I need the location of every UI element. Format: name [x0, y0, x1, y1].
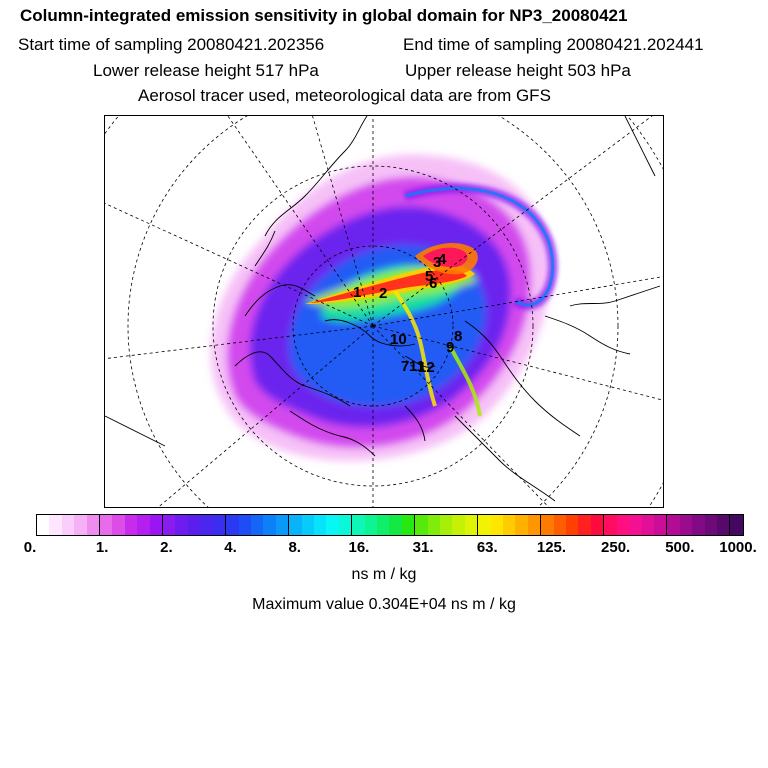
colorbar-segment — [730, 515, 743, 535]
max-value-label: Maximum value 0.304E+04 ns m / kg — [252, 596, 516, 613]
plot-title: Column-integrated emission sensitivity i… — [20, 6, 628, 25]
colorbar-segment — [226, 515, 239, 535]
colorbar-segment — [289, 515, 302, 535]
colorbar-segment — [415, 515, 428, 535]
point-label-4: 4 — [438, 251, 447, 268]
colorbar-segment — [452, 515, 465, 535]
end-time-label: End time of sampling 20080421.202441 — [403, 35, 704, 54]
point-label-10: 10 — [390, 331, 407, 348]
lower-release-label: Lower release height 517 hPa — [93, 61, 319, 80]
tracer-note: Aerosol tracer used, meteorological data… — [138, 86, 551, 105]
point-label-5: 5 — [425, 268, 433, 285]
colorbar-tick-label: 500. — [665, 539, 695, 556]
point-label-8: 8 — [454, 328, 462, 345]
colorbar-segment — [692, 515, 705, 535]
colorbar-segment — [364, 515, 377, 535]
colorbar-segment — [263, 515, 276, 535]
colorbar-tick-label: 0. — [23, 539, 37, 556]
colorbar-segment — [566, 515, 579, 535]
colorbar-segment — [464, 515, 479, 535]
colorbar-segment — [238, 515, 251, 535]
colorbar-segment — [61, 515, 75, 535]
point-label-12: 12 — [418, 359, 435, 376]
colorbar-segment — [653, 515, 668, 535]
colorbar-tick-label: 31. — [412, 539, 434, 556]
colorbar-segment — [338, 515, 353, 535]
colorbar-tick-label: 1. — [95, 539, 109, 556]
colorbar-segment — [427, 515, 440, 535]
colorbar-segment — [629, 515, 642, 535]
colorbar-tick-label: 1000. — [719, 539, 757, 556]
colorbar-segment — [137, 515, 150, 535]
colorbar-segment — [389, 515, 402, 535]
graticule — [105, 116, 663, 507]
colorbar-segment — [163, 515, 176, 535]
colorbar-segment — [37, 515, 50, 535]
colorbar-segment — [250, 515, 264, 535]
colorbar-segment — [478, 515, 491, 535]
colorbar-tick-label: 8. — [288, 539, 301, 556]
colorbar-tick-label: 250. — [601, 539, 631, 556]
colorbar-segment — [401, 515, 416, 535]
colorbar-segment — [313, 515, 327, 535]
colorbar-segment — [86, 515, 101, 535]
colorbar-segment — [440, 515, 453, 535]
plume — [305, 242, 482, 417]
colorbar-segment — [112, 515, 125, 535]
point-label-11: 11 — [409, 358, 425, 375]
point-label-3: 3 — [433, 254, 441, 271]
colorbar-tick-label: 4. — [224, 539, 237, 556]
colorbar-segment — [667, 515, 680, 535]
colorbar-segment — [376, 515, 390, 535]
point-label-2: 2 — [379, 285, 387, 302]
colorbar-segment — [490, 515, 504, 535]
point-label-6: 6 — [429, 275, 437, 292]
colorbar-segment — [212, 515, 227, 535]
colorbar-tick-label: 16. — [348, 539, 370, 556]
map-svg: 1 2 3 4 5 6 7 8 9 10 11 12 — [105, 116, 663, 507]
colorbar-segment — [578, 515, 591, 535]
colorbar-segment — [200, 515, 213, 535]
colorbar-segment — [679, 515, 693, 535]
colorbar-segment — [527, 515, 542, 535]
point-label-1: 1 — [353, 284, 361, 301]
colorbar-segment — [124, 515, 138, 535]
colorbar-segment — [74, 515, 87, 535]
units-label: ns m / kg — [351, 566, 417, 583]
colorbar-tick-label: 125. — [536, 539, 567, 556]
colorbar-segment — [187, 515, 201, 535]
colorbar-segment — [641, 515, 654, 535]
colorbar-tick-label: 2. — [160, 539, 173, 556]
start-time-label: Start time of sampling 20080421.202356 — [18, 35, 325, 54]
colorbar-segment — [541, 515, 554, 535]
colorbar — [36, 514, 744, 536]
colorbar-segment — [49, 515, 62, 535]
colorbar-segment — [326, 515, 339, 535]
colorbar-segment — [301, 515, 314, 535]
colorbar-segment — [553, 515, 567, 535]
upper-release-label: Upper release height 503 hPa — [405, 61, 631, 80]
colorbar-segment — [149, 515, 164, 535]
coastlines — [105, 116, 661, 502]
colorbar-segment — [275, 515, 290, 535]
colorbar-segment — [716, 515, 731, 535]
release-point-labels: 1 2 3 4 5 6 7 8 9 10 11 12 — [353, 251, 462, 376]
colorbar-segment — [604, 515, 617, 535]
point-label-7: 7 — [401, 358, 409, 375]
colorbar-tick-label: 63. — [476, 539, 498, 556]
colorbar-segment — [100, 515, 113, 535]
point-label-9: 9 — [446, 339, 454, 356]
colorbar-segment — [515, 515, 528, 535]
colorbar-segment — [352, 515, 365, 535]
colorbar-segment — [704, 515, 717, 535]
colorbar-segment — [175, 515, 188, 535]
colorbar-segment — [590, 515, 605, 535]
colorbar-segment — [616, 515, 630, 535]
sensitivity-map: 1 2 3 4 5 6 7 8 9 10 11 12 — [104, 115, 664, 508]
colorbar-segment — [503, 515, 516, 535]
